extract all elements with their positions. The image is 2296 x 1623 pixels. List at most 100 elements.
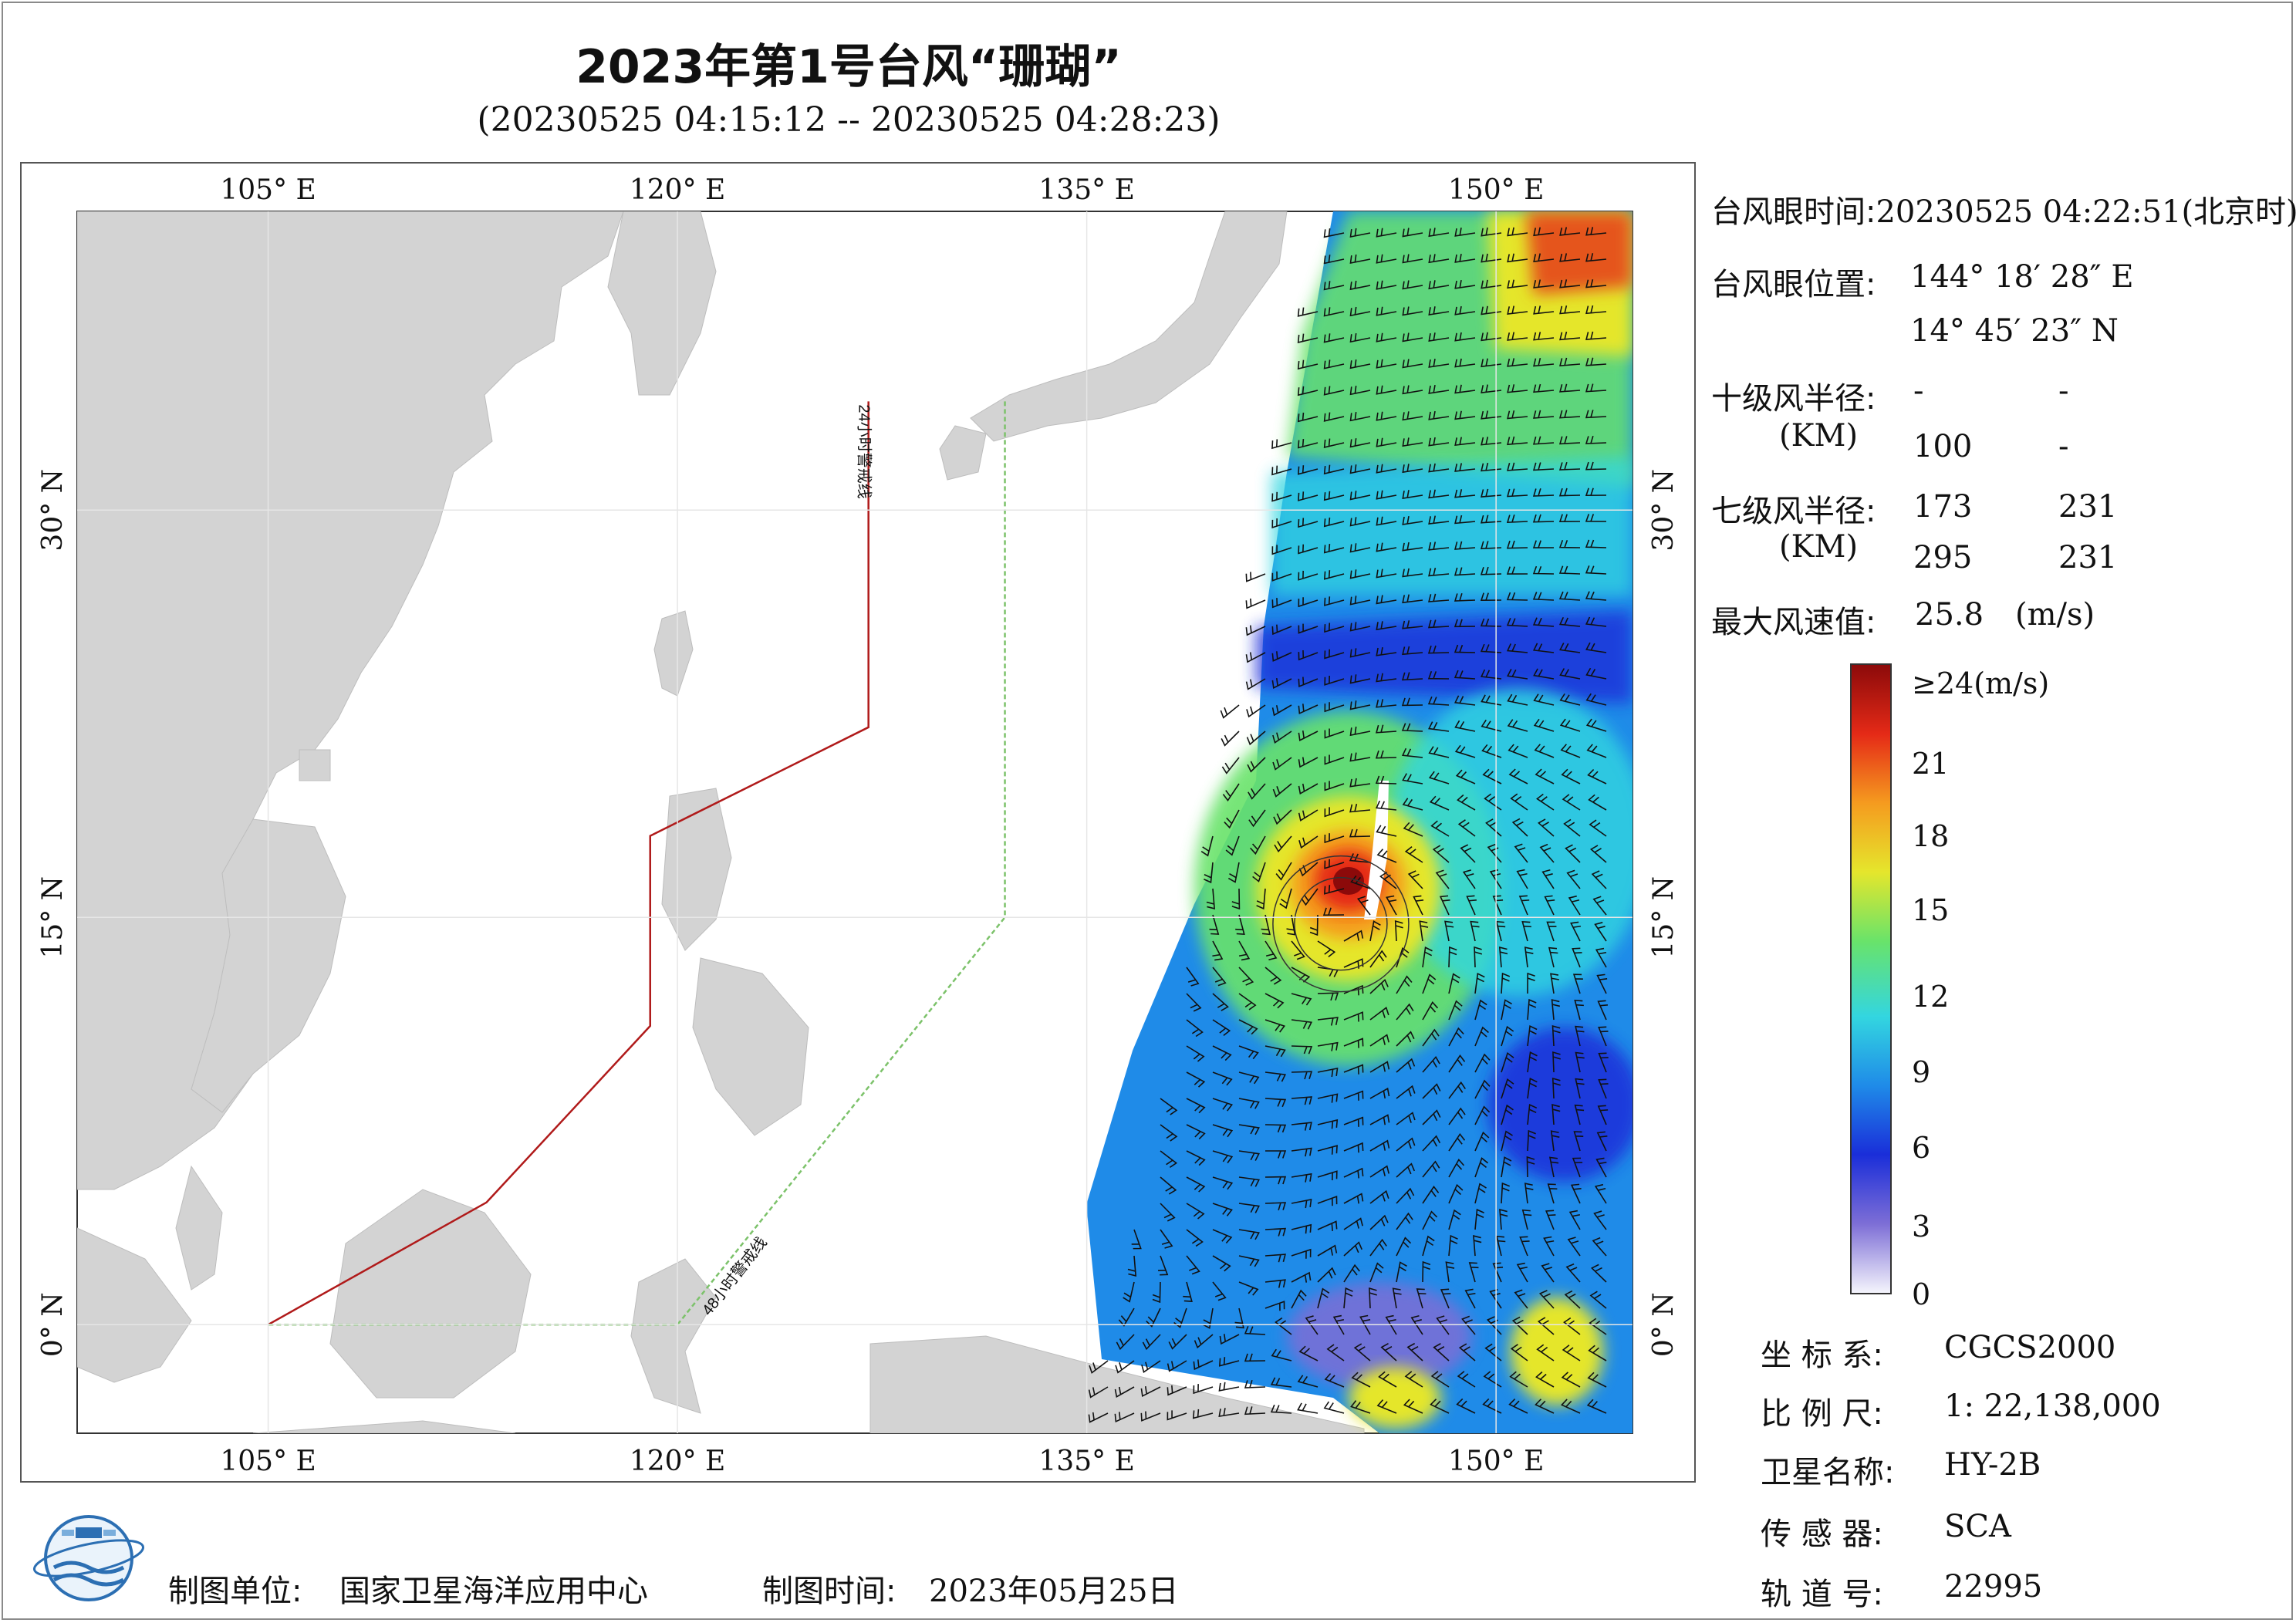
wind-barb bbox=[1551, 1104, 1561, 1125]
wind-barb bbox=[1558, 565, 1581, 575]
wind-barb bbox=[1422, 1056, 1440, 1073]
r10-value: - bbox=[2058, 373, 2069, 409]
wind-barb bbox=[1448, 973, 1460, 994]
wind-barb bbox=[1349, 700, 1371, 710]
wind-barb bbox=[1146, 1308, 1161, 1328]
wind-barb bbox=[1585, 488, 1607, 497]
wind-barb bbox=[1235, 914, 1245, 935]
wind-barb bbox=[1349, 752, 1371, 762]
wind-barb bbox=[1273, 809, 1292, 825]
wind-barb bbox=[1376, 332, 1397, 342]
wind-barb bbox=[1349, 438, 1371, 448]
wind-barb bbox=[1186, 1098, 1206, 1114]
wind-barb bbox=[1430, 1399, 1450, 1414]
wind-barb bbox=[1514, 843, 1528, 863]
wind-barb bbox=[1428, 437, 1450, 447]
wind-barb bbox=[1521, 1209, 1532, 1230]
wind-barb bbox=[1462, 869, 1476, 889]
wind-barb bbox=[1183, 1281, 1193, 1302]
wind-barb bbox=[1369, 1238, 1387, 1257]
wind-barb bbox=[1225, 835, 1240, 856]
wind-barb bbox=[1454, 515, 1476, 525]
wind-barb bbox=[1270, 1377, 1292, 1388]
wind-barb bbox=[1369, 1139, 1390, 1152]
wind-barb bbox=[1448, 1183, 1464, 1204]
wind-barb bbox=[1186, 1176, 1206, 1193]
wind-barb bbox=[1402, 773, 1423, 785]
wind-barb bbox=[1454, 253, 1476, 263]
land-kyushu bbox=[939, 425, 987, 481]
wind-barb bbox=[1536, 793, 1555, 811]
wind-barb bbox=[1343, 930, 1364, 942]
wind-barb bbox=[1353, 1343, 1371, 1361]
wind-barb bbox=[1186, 967, 1200, 987]
wind-barb bbox=[1324, 596, 1345, 606]
wind-barb bbox=[1376, 621, 1397, 631]
sensor-label: 传 感 器: bbox=[1761, 1517, 1883, 1552]
wind-barb bbox=[1326, 1344, 1345, 1361]
wind-barb bbox=[1524, 946, 1534, 968]
wind-barb bbox=[1271, 491, 1292, 502]
r7-value: 295 bbox=[1913, 540, 1973, 575]
wind-barb bbox=[1574, 999, 1584, 1021]
wind-barb bbox=[1202, 1308, 1214, 1329]
wind-barb bbox=[1271, 465, 1292, 476]
wind-barb bbox=[1343, 1011, 1364, 1022]
wind-barb bbox=[1379, 871, 1397, 889]
wind-barb bbox=[1473, 1235, 1482, 1257]
wind-barb bbox=[1298, 809, 1319, 822]
wind-barb bbox=[1264, 1176, 1287, 1185]
wind-barb bbox=[1369, 1165, 1390, 1178]
wind-barb bbox=[1264, 940, 1278, 961]
wind-barb bbox=[1286, 914, 1296, 936]
wind-barb bbox=[1264, 1124, 1287, 1133]
wind-barb bbox=[1369, 1114, 1390, 1125]
wind-barb bbox=[1419, 920, 1429, 942]
wind-barb bbox=[1238, 1176, 1260, 1187]
wind-barb bbox=[1396, 1003, 1414, 1021]
wind-barb bbox=[1506, 617, 1528, 627]
wind-barb bbox=[1598, 1078, 1609, 1099]
wind-barb bbox=[1454, 695, 1476, 706]
wind-barb bbox=[1535, 1399, 1555, 1414]
wind-barb bbox=[1402, 332, 1423, 342]
wind-barb bbox=[1275, 862, 1292, 881]
wind-barb bbox=[1428, 515, 1450, 525]
wind-barb bbox=[1588, 1345, 1607, 1361]
wind-barb bbox=[1559, 279, 1581, 288]
wind-barb bbox=[1559, 357, 1581, 367]
wind-barb bbox=[1212, 1281, 1227, 1301]
wind-barb bbox=[1264, 967, 1282, 985]
wind-barb bbox=[1264, 1301, 1285, 1311]
wind-barb bbox=[1244, 1379, 1266, 1388]
lon-tick-top: 120° E bbox=[630, 174, 725, 206]
wind-barb bbox=[1507, 669, 1528, 680]
wind-barb bbox=[1376, 595, 1397, 605]
wind-barb bbox=[1448, 1159, 1465, 1178]
wind-barb bbox=[1298, 491, 1319, 501]
wind-barb bbox=[1271, 1348, 1292, 1361]
wind-barb bbox=[1264, 993, 1285, 1009]
wind-barb bbox=[1291, 1071, 1313, 1080]
axis-labels: 105° E 120° E 135° E 150° E 105° E 120° … bbox=[37, 174, 1680, 1477]
wind-barb bbox=[1454, 358, 1476, 368]
wind-barb bbox=[1238, 1071, 1260, 1085]
wind-barb bbox=[1291, 1122, 1312, 1131]
colorbar-tick: 6 bbox=[1912, 1131, 1931, 1165]
wind-barb bbox=[1524, 1183, 1534, 1204]
r7-unit: (KM) bbox=[1779, 529, 1859, 565]
wind-barb bbox=[1357, 896, 1371, 916]
wind-barb bbox=[1317, 1287, 1330, 1309]
wind-barb bbox=[1585, 253, 1607, 262]
wind-barb bbox=[1369, 950, 1387, 968]
eye-position-lon: 144° 18′ 28″ E bbox=[1910, 259, 2134, 295]
wind-barb bbox=[1264, 1045, 1286, 1058]
wind-barb bbox=[1142, 1334, 1161, 1351]
wind-barb bbox=[1402, 646, 1423, 656]
wind-barb bbox=[1428, 593, 1450, 602]
wind-barb bbox=[1349, 254, 1371, 265]
wind-barb bbox=[1436, 1315, 1450, 1335]
wind-barb bbox=[1422, 1028, 1440, 1047]
wind-barb bbox=[1587, 1372, 1607, 1388]
wind-barb bbox=[1474, 1183, 1487, 1204]
